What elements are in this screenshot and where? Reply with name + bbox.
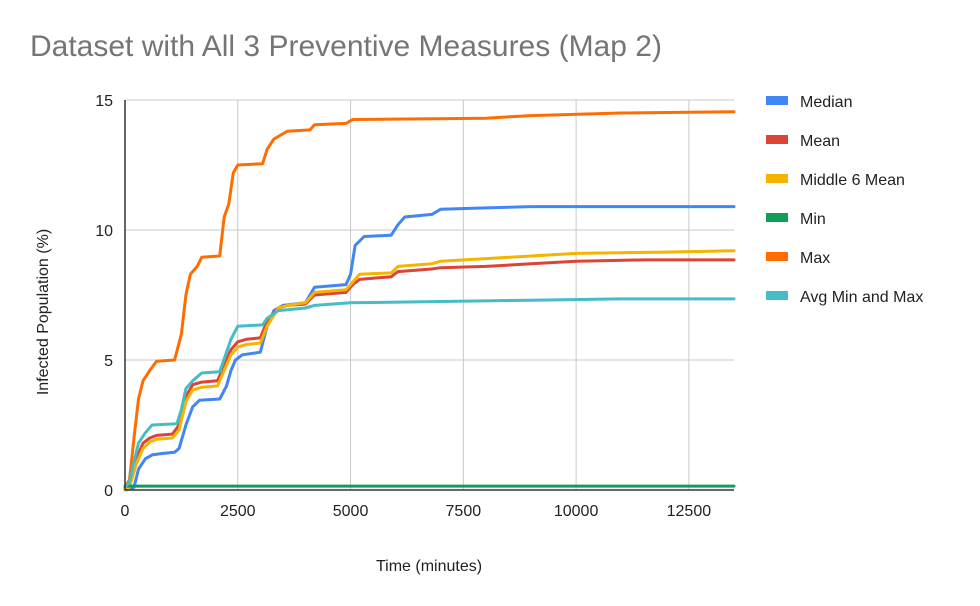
legend-swatch-mean (766, 135, 788, 144)
x-tick-label: 7500 (446, 503, 482, 520)
y-tick-label: 0 (104, 483, 113, 500)
y-tick-label: 5 (104, 353, 113, 370)
y-tick-label: 15 (95, 93, 113, 110)
y-tick-label: 10 (95, 223, 113, 240)
legend-label-min: Min (800, 211, 826, 228)
series-line-avg-min-and-max (123, 297, 736, 489)
series-line-middle-6-mean (123, 249, 736, 492)
legend-label-middle-6-mean: Middle 6 Mean (800, 172, 905, 189)
grid (125, 99, 734, 490)
legend-label-median: Median (800, 94, 852, 111)
x-tick-label: 5000 (333, 503, 369, 520)
legend-label-max: Max (800, 250, 830, 267)
series-line-max (123, 110, 736, 489)
legend-swatch-min (766, 213, 788, 222)
series-line-mean (123, 258, 736, 492)
legend-swatch-median (766, 96, 788, 105)
x-axis-label: Time (minutes) (376, 558, 482, 575)
y-axis-label: Infected Population (%) (35, 229, 52, 395)
x-tick-label: 0 (121, 503, 130, 520)
chart-title: Dataset with All 3 Preventive Measures (… (30, 30, 662, 63)
x-tick-label: 12500 (667, 503, 712, 520)
legend-swatch-avg-min-and-max (766, 291, 788, 300)
legend-label-mean: Mean (800, 133, 840, 150)
series-lines (123, 110, 736, 492)
axes: 0 5 10 15 0 2500 5000 7500 10000 12500 (95, 93, 734, 520)
x-tick-label: 2500 (220, 503, 256, 520)
legend-swatch-max (766, 252, 788, 261)
series-line-median (123, 205, 736, 492)
x-tick-label: 10000 (554, 503, 599, 520)
legend-label-avg-min-and-max: Avg Min and Max (800, 289, 923, 306)
legend: Median Mean Middle 6 Mean Min Max Avg Min and… (766, 94, 923, 306)
legend-swatch-middle-6-mean (766, 174, 788, 183)
